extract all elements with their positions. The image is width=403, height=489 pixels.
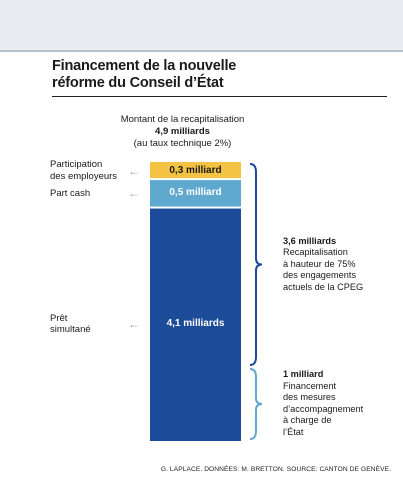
left-label-3-line: Participation — [50, 159, 103, 171]
bracket-2 — [249, 367, 263, 440]
arrow-left-icon: ← — [128, 163, 140, 178]
top-band-divider — [0, 50, 403, 52]
left-label-1-line: simultané — [50, 324, 91, 336]
segment-separator-2 — [150, 178, 241, 181]
left-label-3-line: des employeurs — [50, 170, 118, 182]
left-label-2-line: Part cash — [50, 187, 91, 199]
left-label-3: Participation des employeurs — [50, 159, 117, 182]
total-amount: 4,9 milliards — [155, 126, 210, 137]
bracket-note-line: des engagements — [283, 270, 357, 281]
total-header-line-1: Montant de la recapitalisation — [120, 114, 245, 125]
bracket-note-amount: 3,6 milliards — [283, 235, 337, 246]
bracket-note-amount: 1 milliard — [283, 369, 324, 380]
bracket-note-line: à hauteur de 75% — [283, 258, 356, 269]
bar-segment-2 — [150, 179, 241, 208]
chart-title: Financement de la nouvelle réforme du Co… — [52, 58, 392, 92]
segment-label-3: 0,3 milliard — [169, 164, 222, 176]
bracket-note-line: à charge de — [283, 415, 332, 426]
left-label-1-line: Prêt — [50, 312, 68, 324]
segment-label-1: 4,1 milliards — [166, 318, 225, 330]
bracket-note-line: actuels de la CPEG — [283, 281, 364, 292]
title-rule — [52, 96, 387, 97]
bar-segment-3 — [150, 162, 241, 180]
segment-label-2: 0,5 milliard — [169, 187, 222, 199]
total-header-line-3: (au taux technique 2%) — [133, 138, 232, 149]
bracket-note-line: Recapitalisation — [283, 247, 348, 258]
bracket-1 — [249, 163, 263, 366]
bracket-note-line: l’État — [283, 426, 304, 437]
chart-title-line-1: Financement de la nouvelle — [52, 58, 237, 74]
bracket-note-line: des mesures — [283, 392, 336, 403]
arrow-left-icon: ← — [128, 317, 140, 332]
top-band — [0, 0, 403, 52]
arrow-left-icon: ← — [128, 186, 140, 201]
bracket-note-1: 3,6 milliards Recapitalisation à hauteur d… — [283, 236, 398, 294]
bar-segment-1 — [150, 207, 241, 441]
bracket-note-2: 1 milliard Financement des mesures d’accomp… — [283, 369, 398, 438]
left-label-1: Prêt simultané — [50, 313, 91, 336]
left-label-2: Part cash — [50, 188, 90, 200]
chart-title-line-2: réforme du Conseil d’État — [52, 75, 224, 91]
bracket-note-line: Financement — [283, 380, 337, 391]
total-header: Montant de la recapitalisation 4,9 milli… — [110, 114, 255, 150]
source-credit: G. LAPLACE. DONNÉES: M. BRETTON. SOURCE:… — [160, 466, 391, 473]
bracket-note-line: d’accompagnement — [283, 403, 364, 414]
segment-separator-1 — [150, 206, 241, 209]
